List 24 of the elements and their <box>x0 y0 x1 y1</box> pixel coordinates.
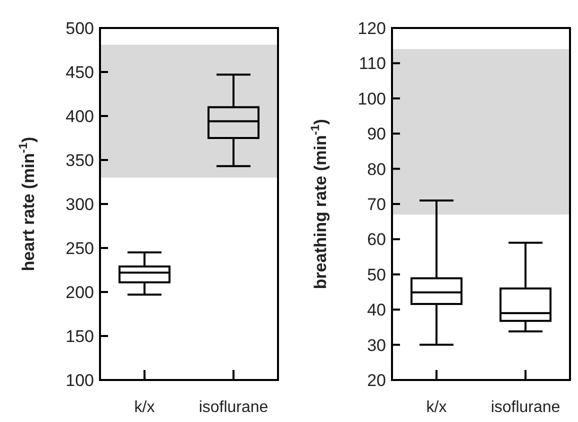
y-tick-label: 450 <box>66 62 94 82</box>
y-tick-label: 90 <box>367 124 386 144</box>
y-tick-label: 40 <box>367 300 386 320</box>
y-tick-label: 100 <box>66 370 94 390</box>
y-tick-label: 200 <box>66 282 94 302</box>
x-tick-label: isoflurane <box>490 399 560 416</box>
y-tick-label: 120 <box>358 18 386 38</box>
y-tick-label: 300 <box>66 194 94 214</box>
y-tick-label: 110 <box>358 54 386 74</box>
y-tick-label: 250 <box>66 238 94 258</box>
y-tick-label: 350 <box>66 150 94 170</box>
y-tick-label: 100 <box>358 89 386 108</box>
y-tick-label: 500 <box>66 18 94 38</box>
y-tick-label: 60 <box>367 230 386 250</box>
y-tick-label: 30 <box>367 336 386 355</box>
y-tick-label: 400 <box>66 106 94 126</box>
x-tick-label: k/x <box>134 399 155 416</box>
y-tick-label: 20 <box>367 370 386 390</box>
x-tick-label: isoflurane <box>198 399 268 416</box>
x-tick-label: k/x <box>426 399 447 416</box>
y-tick-label: 70 <box>367 194 386 214</box>
y-tick-label: 80 <box>367 160 386 179</box>
y-tick-label: 50 <box>367 265 386 284</box>
y-tick-label: 150 <box>66 326 94 346</box>
